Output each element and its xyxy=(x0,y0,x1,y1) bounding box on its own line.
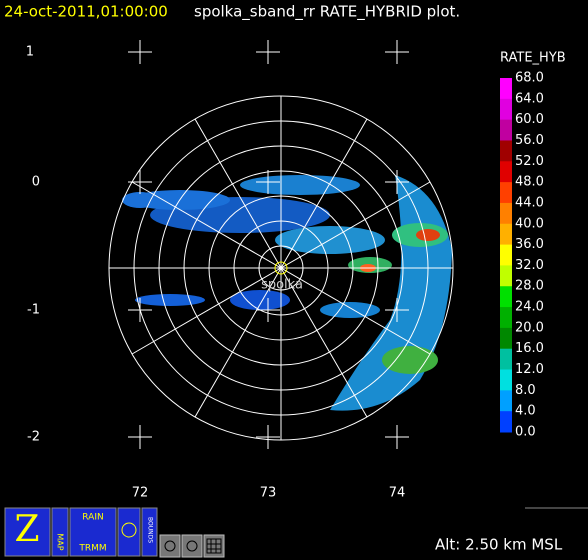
colorbar-label: 24.0 xyxy=(515,300,544,315)
colorbar-label: 36.0 xyxy=(515,237,544,252)
colorbar-label: 52.0 xyxy=(515,154,544,169)
colorbar-label: 8.0 xyxy=(515,383,536,398)
plot-title: spolka_sband_rr RATE_HYBRID plot. xyxy=(194,3,460,22)
station-marker xyxy=(274,261,288,275)
y-label: 0 xyxy=(32,175,40,190)
colorbar-segment xyxy=(500,411,512,433)
station-label: spolka xyxy=(261,278,303,293)
datetime: 24-oct-2011,01:00:00 xyxy=(4,3,168,21)
colorbar-segment xyxy=(500,78,512,100)
colorbar-segment xyxy=(500,265,512,287)
bounds-button[interactable] xyxy=(141,507,158,557)
wheel-button[interactable] xyxy=(117,507,141,557)
colorbar-label: 48.0 xyxy=(515,175,544,190)
map-button[interactable] xyxy=(51,507,69,557)
rings-button[interactable] xyxy=(181,534,203,558)
colorbar-segment xyxy=(500,140,512,162)
zoom-button[interactable] xyxy=(159,534,181,558)
z-label: Z xyxy=(14,509,39,550)
colorbar-segment xyxy=(500,327,512,350)
colorbar-label: 28.0 xyxy=(515,279,544,294)
colorbar-label: 16.0 xyxy=(515,341,544,356)
colorbar-label: 32.0 xyxy=(515,258,544,273)
colorbar-segment xyxy=(500,244,512,266)
colorbar-segment xyxy=(500,223,512,246)
colorbar-label: 60.0 xyxy=(515,112,544,127)
colorbar-segment xyxy=(500,98,512,121)
toolbar: Z MAP RAIN TRMM BOUNDS xyxy=(4,507,225,558)
y-label: -2 xyxy=(27,430,40,445)
colorbar-segment xyxy=(500,119,512,141)
colorbar-title: RATE_HYB xyxy=(500,51,566,66)
colorbar-segment xyxy=(500,182,512,204)
colorbar: 68.0 64.0 60.0 56.0 52.0 48.0 44.0 40.0 36.0 32.0… xyxy=(500,71,544,440)
x-label: 73 xyxy=(260,486,277,501)
spoke xyxy=(131,181,431,355)
grid-icon xyxy=(206,538,222,554)
colorbar-label: 20.0 xyxy=(515,320,544,335)
colorbar-label: 40.0 xyxy=(515,216,544,231)
y-label: -1 xyxy=(27,303,40,318)
colorbar-segment xyxy=(500,161,512,183)
altitude: Alt: 2.50 km MSL xyxy=(435,536,563,554)
range-rings xyxy=(108,95,454,441)
grid-crosses xyxy=(128,40,409,449)
rain-label: RAIN xyxy=(82,513,103,523)
zoom-icon xyxy=(164,540,176,552)
wheel-icon xyxy=(121,522,137,538)
map-label: MAP xyxy=(56,533,65,550)
radar-echoes xyxy=(122,175,452,411)
colorbar-label: 4.0 xyxy=(515,404,536,419)
rings-icon xyxy=(186,540,198,552)
x-label: 72 xyxy=(132,486,149,501)
x-label: 74 xyxy=(389,486,406,501)
colorbar-label: 68.0 xyxy=(515,71,544,86)
z-button[interactable] xyxy=(4,507,51,557)
rain-button[interactable] xyxy=(69,507,117,557)
colorbar-segment xyxy=(500,202,512,225)
colorbar-segment xyxy=(500,369,512,391)
colorbar-label: 12.0 xyxy=(515,362,544,377)
colorbar-segment xyxy=(500,390,512,412)
bounds-label: BOUNDS xyxy=(147,517,154,543)
colorbar-label: 44.0 xyxy=(515,195,544,210)
y-label: 1 xyxy=(26,45,34,60)
colorbar-label: 56.0 xyxy=(515,133,544,148)
trmm-label: TRMM xyxy=(78,544,106,554)
grid-button[interactable] xyxy=(203,534,225,558)
colorbar-segment xyxy=(500,348,512,371)
colorbar-label: 64.0 xyxy=(515,91,544,106)
colorbar-segment xyxy=(500,307,512,329)
colorbar-segment xyxy=(500,286,512,308)
colorbar-label: 0.0 xyxy=(515,425,536,440)
